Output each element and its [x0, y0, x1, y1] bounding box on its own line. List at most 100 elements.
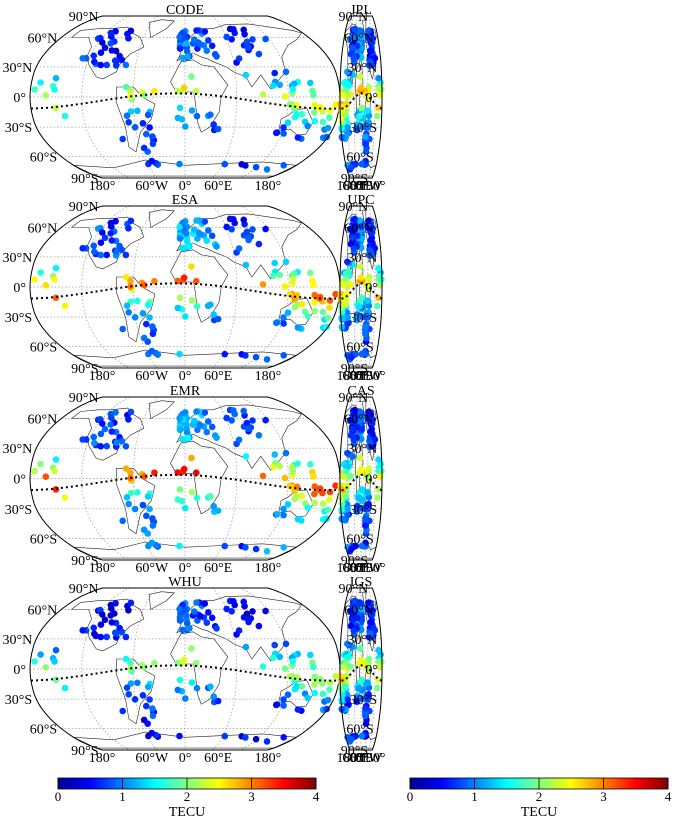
lat-label: 30°S: [5, 693, 32, 708]
lon-label: 0°: [179, 751, 192, 766]
station-marker: [191, 36, 198, 43]
station-marker: [176, 542, 183, 550]
station-marker: [210, 693, 217, 700]
station-marker: [262, 225, 269, 233]
station-marker: [235, 245, 243, 252]
station-marker: [351, 26, 358, 33]
station-marker: [123, 494, 131, 501]
station-marker: [282, 68, 290, 76]
station-marker: [352, 33, 359, 41]
station-marker: [364, 314, 372, 321]
station-marker: [311, 483, 319, 490]
station-marker: [139, 692, 147, 699]
station-marker: [344, 462, 352, 470]
station-marker: [122, 443, 130, 450]
station-marker: [346, 35, 354, 43]
station-marker: [193, 217, 200, 224]
station-marker: [127, 27, 135, 35]
station-marker: [176, 160, 183, 168]
station-marker: [193, 277, 200, 285]
station-marker: [280, 734, 288, 741]
lat-label: 60°S: [30, 723, 57, 738]
panel-title: JPL: [350, 3, 372, 18]
station-marker: [230, 598, 237, 605]
station-marker: [341, 111, 349, 118]
station-marker: [118, 246, 126, 254]
station-marker: [362, 515, 369, 522]
station-marker: [180, 84, 188, 91]
colorbar-right: 0 1 2 3 4 TECU: [407, 777, 672, 819]
station-marker: [203, 47, 211, 54]
station-marker: [293, 492, 301, 500]
station-marker: [358, 486, 366, 493]
station-marker: [201, 218, 209, 225]
station-marker: [310, 91, 317, 99]
lat-label: 0°: [13, 663, 26, 678]
station-marker: [119, 135, 126, 143]
station-marker: [144, 493, 152, 500]
station-marker: [193, 599, 200, 606]
station-marker: [344, 314, 352, 321]
station-marker: [356, 684, 363, 692]
station-marker: [143, 702, 150, 710]
station-marker: [344, 696, 352, 703]
station-marker: [326, 114, 333, 121]
station-marker: [97, 633, 104, 641]
station-marker: [365, 691, 372, 698]
coastline: [170, 440, 229, 515]
station-marker: [289, 276, 297, 283]
station-marker: [298, 683, 306, 690]
station-marker: [193, 302, 201, 310]
station-marker: [179, 54, 186, 62]
station-marker: [244, 44, 252, 51]
station-marker: [122, 655, 130, 663]
lon-label: 60°W: [135, 369, 169, 384]
lat-label: 60°S: [346, 341, 373, 356]
station-marker: [324, 506, 332, 513]
coastline: [170, 631, 229, 705]
station-marker: [207, 111, 214, 118]
station-marker: [362, 140, 369, 148]
station-marker: [61, 302, 69, 310]
station-marker: [52, 104, 60, 112]
station-marker: [148, 157, 156, 165]
station-marker: [184, 243, 192, 250]
station-marker: [139, 501, 147, 509]
station-marker: [148, 347, 156, 355]
station-marker: [103, 61, 110, 69]
lat-label: 90°S: [341, 744, 368, 759]
station-marker: [356, 494, 363, 502]
station-marker: [149, 140, 157, 148]
lat-label: 90°N: [338, 391, 368, 406]
station-marker: [193, 112, 201, 120]
station-marker: [176, 235, 184, 242]
station-marker: [127, 599, 135, 607]
lat-label: 30°N: [347, 633, 377, 648]
station-marker: [375, 646, 382, 654]
station-marker: [230, 26, 237, 33]
station-marker: [304, 312, 312, 320]
station-marker: [282, 258, 290, 266]
station-marker: [146, 696, 153, 703]
map-panel-4: UPC90°N60°N30°N0°30°S60°S90°S180°60°W0°6…: [336, 193, 385, 384]
station-marker: [240, 26, 247, 34]
station-marker: [203, 428, 211, 436]
station-marker: [113, 58, 120, 65]
station-marker: [367, 630, 374, 637]
station-marker: [356, 112, 363, 120]
station-marker: [146, 505, 153, 513]
station-marker: [364, 505, 372, 513]
lat-label: 60°N: [27, 604, 57, 619]
lon-label: 180°: [255, 751, 282, 766]
lon-label: 60°W: [135, 751, 169, 766]
lon-label: 180°: [359, 179, 386, 194]
colorbar-right-label: TECU: [521, 805, 558, 819]
station-marker: [365, 27, 372, 35]
station-marker: [249, 417, 256, 424]
station-marker: [367, 248, 374, 255]
stations: [337, 25, 385, 173]
station-marker: [201, 28, 209, 35]
colorbar-tick-label: 4: [665, 789, 672, 804]
